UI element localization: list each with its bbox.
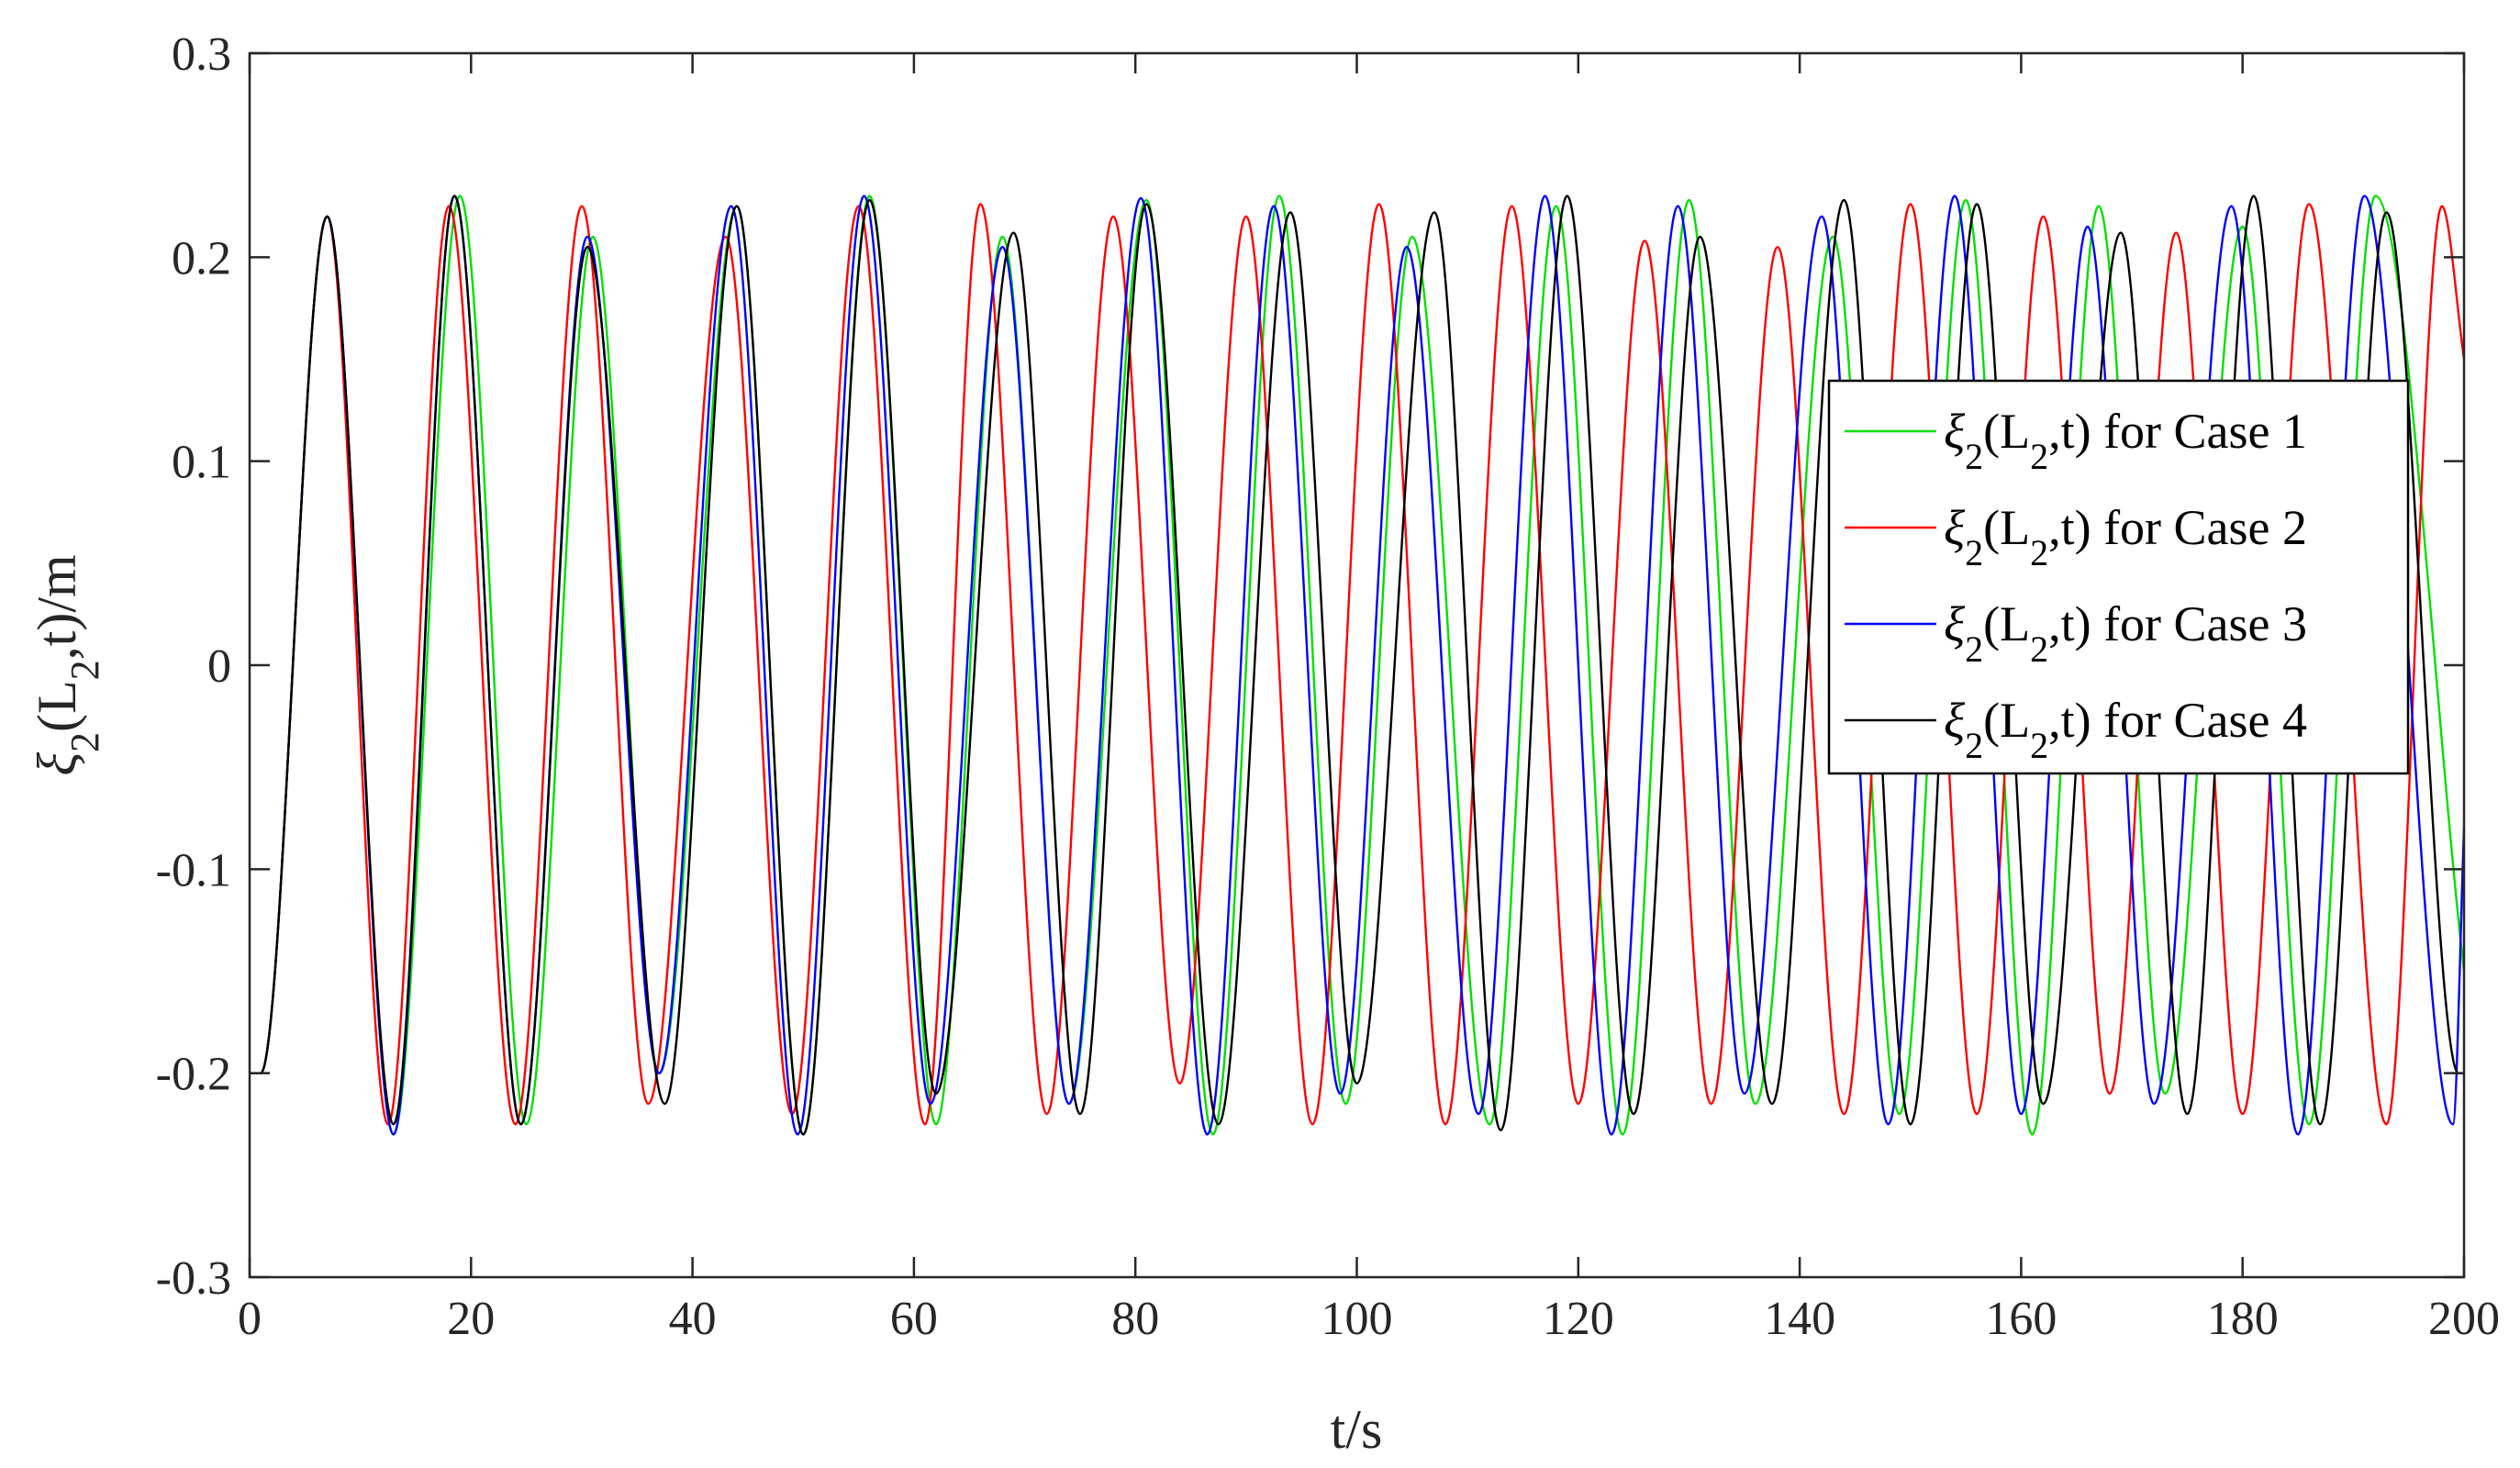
x-tick-label: 20	[447, 1293, 495, 1345]
x-tick-label: 100	[1321, 1293, 1393, 1345]
tick-labels-layer: 0 20 40 60 80 100 120 140 160 180 200 -0.3 -0.2 -0.1 0…	[156, 28, 2500, 1345]
y-axis-title-end: ,t)/m	[27, 554, 87, 660]
y-tick-label: 0	[207, 640, 231, 693]
legend-label: ξ2(L2,t) for Case 2	[1944, 500, 2307, 573]
legend-item-case-4: ξ2(L2,t) for Case 4	[1845, 693, 2307, 766]
y-axis-title: ξ2(L2,t)/m	[27, 554, 107, 775]
y-tick-label: -0.1	[156, 844, 231, 896]
legend-item-case-2: ξ2(L2,t) for Case 2	[1845, 500, 2307, 573]
y-tick-label: -0.3	[156, 1252, 231, 1305]
ticks-layer	[248, 51, 2466, 1279]
x-tick-label: 200	[2428, 1293, 2500, 1345]
y-axis-title-symbol: ξ	[27, 752, 87, 776]
y-tick-label: 0.3	[172, 28, 231, 81]
legend-item-case-3: ξ2(L2,t) for Case 3	[1845, 596, 2307, 670]
x-tick-label: 40	[669, 1293, 717, 1345]
legend-label: ξ2(L2,t) for Case 4	[1944, 693, 2307, 766]
x-tick-label: 180	[2207, 1293, 2279, 1345]
x-tick-label: 160	[1985, 1293, 2057, 1345]
series-line-case-2	[250, 203, 2466, 1126]
y-tick-label: 0.1	[172, 437, 231, 489]
legend-label: ξ2(L2,t) for Case 3	[1944, 596, 2307, 670]
x-tick-label: 0	[238, 1293, 262, 1345]
legend-label: ξ2(L2,t) for Case 1	[1944, 404, 2307, 477]
series-line-case-4	[250, 195, 2464, 1136]
y-axis-title-sub: 2	[62, 732, 107, 752]
y-tick-label: -0.2	[156, 1049, 231, 1101]
x-tick-label: 80	[1111, 1293, 1159, 1345]
x-tick-label: 140	[1764, 1293, 1835, 1345]
y-axis-title-sub2: 2	[62, 660, 107, 680]
y-axis-title-mid: (L	[27, 680, 87, 732]
x-tick-label: 60	[890, 1293, 938, 1345]
x-tick-label: 120	[1543, 1293, 1614, 1345]
y-tick-label: 0.2	[172, 232, 231, 284]
x-axis-title: t/s	[1331, 1399, 1383, 1460]
legend-box	[1827, 379, 2410, 775]
legend: ξ2(L2,t) for Case 1 ξ2(L2,t) for Case 2 ξ2…	[1827, 379, 2410, 775]
legend-item-case-1: ξ2(L2,t) for Case 1	[1845, 404, 2307, 477]
legend-items: ξ2(L2,t) for Case 1 ξ2(L2,t) for Case 2 ξ2…	[1845, 404, 2307, 766]
